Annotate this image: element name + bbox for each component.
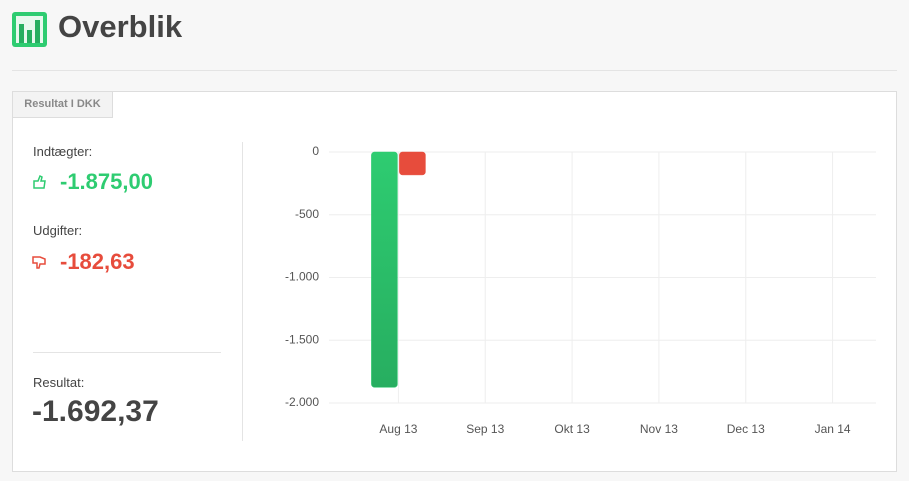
bar: [371, 151, 398, 388]
x-tick-label: Okt 13: [554, 422, 590, 436]
page-title: Overblik: [58, 9, 183, 44]
logo-icon: [12, 12, 47, 47]
income-value: -1.875,00: [60, 169, 153, 194]
y-tick-label: -1.000: [285, 270, 319, 284]
divider: [242, 142, 243, 441]
expense-label: Udgifter:: [33, 223, 83, 238]
result-value: -1.692,37: [32, 395, 159, 428]
y-tick-label: -500: [295, 207, 319, 221]
bar: [399, 151, 426, 176]
income-label: Indtægter:: [33, 144, 93, 159]
result-label: Resultat:: [33, 375, 85, 390]
tab[interactable]: Resultat I DKK: [12, 91, 113, 118]
x-tick-label: Aug 13: [379, 422, 417, 436]
thumb-up-icon: [33, 174, 46, 189]
divider: [33, 352, 221, 353]
x-tick-label: Dec 13: [727, 422, 765, 436]
x-tick-label: Jan 14: [815, 422, 851, 436]
y-tick-label: -2.000: [285, 395, 319, 409]
panel: [12, 91, 897, 472]
thumb-down-icon: [32, 256, 46, 269]
x-tick-label: Sep 13: [466, 422, 504, 436]
y-tick-label: -1.500: [285, 332, 319, 346]
y-tick-label: 0: [312, 144, 319, 158]
x-tick-label: Nov 13: [640, 422, 678, 436]
expense-value: -182,63: [60, 249, 135, 274]
divider: [12, 70, 897, 71]
